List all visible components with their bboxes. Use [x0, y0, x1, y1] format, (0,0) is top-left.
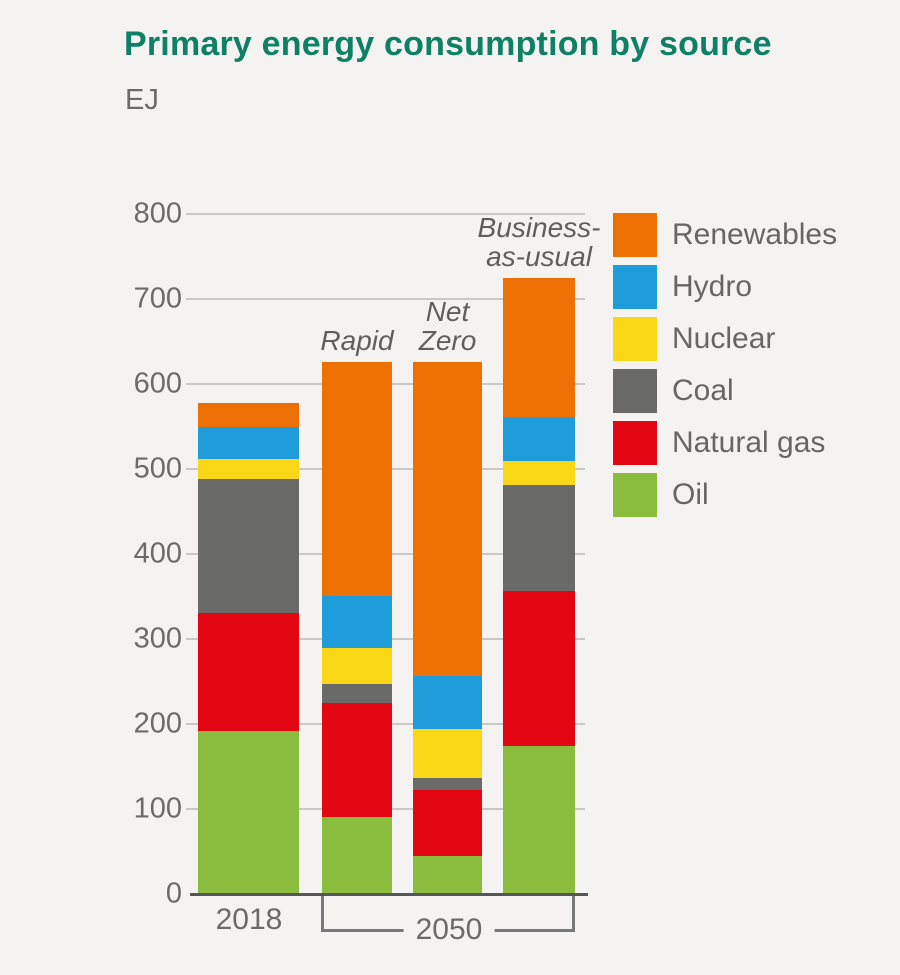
bar-segment-net-zero-renewables	[413, 361, 482, 677]
legend-swatch-coal	[613, 369, 657, 413]
y-tick-label-300: 300	[133, 622, 182, 655]
legend-item-oil: Oil	[613, 473, 853, 517]
y-tick-label-500: 500	[133, 452, 182, 485]
legend-item-nuclear: Nuclear	[613, 317, 853, 361]
bar-segment-business-as-usual-nuclear	[503, 461, 575, 485]
bar-segment-2018-renewables	[198, 403, 299, 428]
chart-title: Primary energy consumption by source	[124, 25, 772, 63]
scenario-label-business-as-usual: Business-as-usual	[477, 211, 601, 272]
bar-segment-2018-oil	[198, 731, 299, 893]
gridline-800	[186, 213, 585, 215]
bar-segment-business-as-usual-coal	[503, 485, 575, 592]
bar-rapid	[322, 361, 392, 893]
bar-segment-rapid-renewables	[322, 361, 392, 597]
scenario-label-net-zero: Net Zero	[418, 295, 477, 356]
y-tick-label-0: 0	[165, 877, 182, 910]
legend-swatch-nuclear	[613, 317, 657, 361]
legend-swatch-natural-gas	[613, 421, 657, 465]
bar-segment-rapid-coal	[322, 683, 392, 703]
bracket-right-tick	[572, 896, 575, 932]
bar-segment-business-as-usual-hydro	[503, 417, 575, 462]
gridline-700	[186, 298, 585, 300]
x-axis-label-2050: 2050	[403, 913, 495, 947]
bar-segment-business-as-usual-natural-gas	[503, 591, 575, 746]
bar-segment-2018-hydro	[198, 427, 299, 459]
bar-segment-business-as-usual-renewables	[503, 277, 575, 418]
bar-segment-rapid-nuclear	[322, 648, 392, 684]
legend-item-natural-gas: Natural gas	[613, 421, 853, 465]
legend-label: Coal	[672, 374, 734, 407]
y-tick-label-700: 700	[133, 282, 182, 315]
bar-segment-net-zero-oil	[413, 856, 482, 893]
legend-label: Renewables	[672, 218, 838, 251]
legend-swatch-renewables	[613, 213, 657, 257]
legend-item-coal: Coal	[613, 369, 853, 413]
bar-segment-2018-natural-gas	[198, 613, 299, 732]
unit-label: EJ	[125, 84, 159, 116]
scenario-label-rapid: Rapid	[320, 324, 394, 356]
legend-label: Nuclear	[672, 322, 776, 355]
y-tick-label-100: 100	[133, 792, 182, 825]
bar-segment-rapid-hydro	[322, 596, 392, 649]
legend-label: Hydro	[672, 270, 753, 303]
bar-segment-net-zero-natural-gas	[413, 790, 482, 857]
bar-segment-business-as-usual-oil	[503, 745, 575, 893]
bar-segment-rapid-natural-gas	[322, 702, 392, 817]
legend-item-renewables: Renewables	[613, 213, 853, 257]
legend-label: Oil	[672, 478, 709, 511]
x-axis-label-2018: 2018	[215, 903, 283, 936]
bar-segment-2018-coal	[198, 479, 299, 614]
bar-net-zero	[413, 361, 482, 893]
y-tick-label-400: 400	[133, 537, 182, 570]
bar-segment-net-zero-nuclear	[413, 728, 482, 779]
legend-swatch-hydro	[613, 265, 657, 309]
y-tick-label-200: 200	[133, 707, 182, 740]
bracket-left-tick	[321, 896, 324, 932]
bar-segment-net-zero-coal	[413, 778, 482, 791]
bar-2018	[198, 403, 299, 893]
legend-item-hydro: Hydro	[613, 265, 853, 309]
bar-segment-rapid-oil	[322, 816, 392, 893]
bar-segment-2018-nuclear	[198, 458, 299, 480]
y-tick-label-800: 800	[133, 197, 182, 230]
bar-segment-net-zero-hydro	[413, 676, 482, 729]
legend-label: Natural gas	[672, 426, 826, 459]
x-axis-line	[190, 893, 588, 896]
legend-swatch-oil	[613, 473, 657, 517]
bar-business-as-usual	[503, 277, 575, 893]
y-tick-label-600: 600	[133, 367, 182, 400]
